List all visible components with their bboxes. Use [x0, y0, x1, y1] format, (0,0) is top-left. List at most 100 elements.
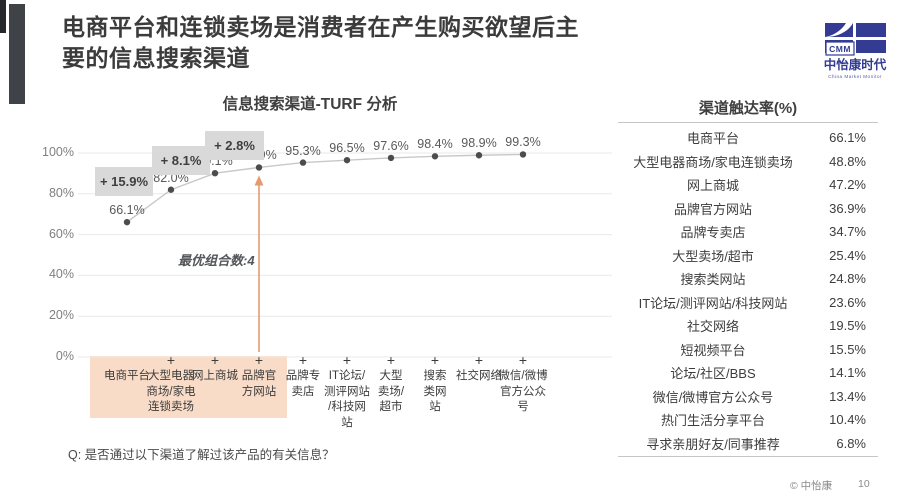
- panel-divider-top: [618, 122, 878, 123]
- panel-row-value: 14.1%: [829, 365, 866, 381]
- panel-row-label: 大型卖场/超市: [672, 248, 754, 264]
- data-point: [431, 153, 439, 160]
- title-accent-bar: [9, 4, 25, 104]
- logo-swoosh-icon: [825, 23, 853, 37]
- panel-row-label: IT论坛/测评网站/科技网站: [638, 295, 788, 311]
- y-axis-tick: 80%: [48, 185, 74, 200]
- panel-row-value: 15.5%: [829, 341, 866, 357]
- cmm-logo: CMM 中怡康时代 China Market Monitor: [824, 23, 887, 80]
- reach-rate-panel: 渠道触达率(%) 电商平台 66.1% 大型电器商场/家电连锁卖场 48.8% 网上商城…: [618, 92, 878, 464]
- data-point: [255, 164, 263, 171]
- panel-row-value: 24.8%: [829, 271, 866, 287]
- data-point: [475, 152, 483, 159]
- y-axis-tick: 20%: [48, 308, 74, 323]
- panel-row: 大型电器商场/家电连锁卖场 48.8%: [618, 150, 878, 174]
- data-point: [167, 186, 175, 193]
- panel-row: 网上商城 47.2%: [618, 173, 878, 197]
- logo-name: 中怡康时代: [824, 57, 887, 72]
- panel-row-label: 品牌官方网站: [673, 201, 752, 217]
- y-axis-tick: 0%: [55, 349, 74, 363]
- x-axis-category: 电商平台: [104, 370, 150, 382]
- slide-title: 电商平台和连锁卖场是消费者在产生购买欲望后主 要的信息搜索渠道: [62, 14, 579, 71]
- plus-sign-icon: +: [518, 352, 528, 368]
- panel-row-value: 36.9%: [829, 200, 866, 216]
- logo-square: [856, 23, 886, 37]
- panel-row-label: 电商平台: [686, 131, 739, 147]
- panel-row: 寻求亲朋好友/同事推荐 6.8%: [618, 432, 878, 456]
- panel-row-label: 微信/微博官方公众号: [652, 389, 774, 405]
- panel-row-value: 66.1%: [829, 130, 866, 146]
- plus-sign-icon: +: [386, 352, 396, 368]
- plus-sign-icon: +: [166, 352, 176, 368]
- data-label: 98.4%: [417, 137, 453, 152]
- increment-label-box: + 8.1%: [152, 146, 210, 175]
- panel-row: 论坛/社区/BBS 14.1%: [618, 361, 878, 385]
- plus-sign-icon: +: [298, 352, 308, 368]
- x-axis-category: 搜索 类网 站: [423, 370, 447, 413]
- panel-row: 品牌专卖店 34.7%: [618, 220, 878, 244]
- logo-subtitle: China Market Monitor: [828, 74, 882, 80]
- panel-rows: 电商平台 66.1% 大型电器商场/家电连锁卖场 48.8% 网上商城 47.2% 品牌官方…: [618, 126, 878, 455]
- y-axis-tick: 60%: [48, 226, 74, 241]
- increment-label-box: + 15.9%: [95, 167, 153, 196]
- panel-row: 短视频平台 15.5%: [618, 338, 878, 362]
- data-label: 98.9%: [461, 136, 497, 151]
- panel-row-value: 10.4%: [829, 412, 866, 428]
- x-axis-category: 微信/微博 官方公众 号: [498, 370, 548, 413]
- panel-row: 大型卖场/超市 25.4%: [618, 244, 878, 268]
- data-point: [387, 154, 395, 162]
- panel-row: 搜索类网站 24.8%: [618, 267, 878, 291]
- panel-row-value: 47.2%: [829, 177, 866, 193]
- optimal-combo-annotation: 最优组合数:4: [178, 253, 255, 268]
- panel-row-value: 25.4%: [829, 247, 866, 263]
- panel-row-value: 23.6%: [829, 294, 866, 310]
- data-label: 96.5%: [329, 141, 365, 156]
- logo-square: [856, 40, 886, 53]
- page-number: 10: [858, 478, 870, 490]
- x-axis-category: IT论坛/ 测评网站 /科技网 站: [324, 370, 370, 429]
- x-axis-category: 社交网络: [456, 370, 502, 382]
- panel-row-label: 品牌专卖店: [680, 225, 746, 241]
- panel-row: 热门生活分享平台 10.4%: [618, 408, 878, 432]
- x-axis-category: 品牌官 方网站: [241, 370, 277, 398]
- panel-title: 渠道触达率(%): [698, 100, 798, 117]
- data-label: 66.1%: [109, 203, 145, 218]
- logo-acronym-box: [825, 41, 855, 56]
- panel-row-label: 短视频平台: [680, 342, 746, 358]
- panel-row-value: 19.5%: [829, 318, 866, 334]
- turf-curve: [126, 153, 524, 223]
- plus-sign-icon: +: [210, 352, 220, 368]
- data-point: [123, 218, 131, 226]
- panel-row: IT论坛/测评网站/科技网站 23.6%: [618, 291, 878, 315]
- data-point: [299, 159, 307, 166]
- panel-row-label: 社交网络: [686, 319, 739, 335]
- panel-row-value: 34.7%: [829, 224, 866, 240]
- data-label: 97.6%: [373, 138, 409, 153]
- x-axis-category: 品牌专 卖店: [285, 370, 321, 398]
- panel-row-label: 热门生活分享平台: [660, 413, 765, 429]
- panel-divider-bottom: [618, 456, 878, 457]
- panel-row-value: 48.8%: [829, 153, 866, 169]
- survey-question: Q: 是否通过以下渠道了解过该产品的有关信息？: [68, 448, 335, 462]
- panel-row-value: 13.4%: [829, 388, 866, 404]
- panel-row: 品牌官方网站 36.9%: [618, 197, 878, 221]
- data-point: [519, 151, 527, 158]
- plus-sign-icon: +: [430, 352, 440, 368]
- data-point: [343, 156, 351, 164]
- optimal-combo-highlight: [90, 356, 287, 418]
- data-label: 99.3%: [505, 135, 541, 150]
- logo-acronym: CMM: [829, 44, 851, 54]
- panel-row: 电商平台 66.1%: [618, 126, 878, 150]
- footer-copyright: © 中怡康: [790, 480, 833, 492]
- optimal-combo-arrowhead-icon: [254, 175, 264, 186]
- plus-sign-icon: +: [342, 352, 352, 368]
- increment-label-box: + 2.8%: [205, 131, 264, 160]
- panel-row-value: 6.8%: [836, 435, 866, 451]
- plus-sign-icon: +: [254, 352, 264, 368]
- plus-sign-icon: +: [474, 352, 484, 368]
- x-axis-category: 网上商城: [192, 370, 238, 382]
- x-axis-category: 大型电器 商场/家电 连锁卖场: [146, 370, 196, 413]
- chart-title: 信息搜索渠道-TURF 分析: [222, 96, 398, 113]
